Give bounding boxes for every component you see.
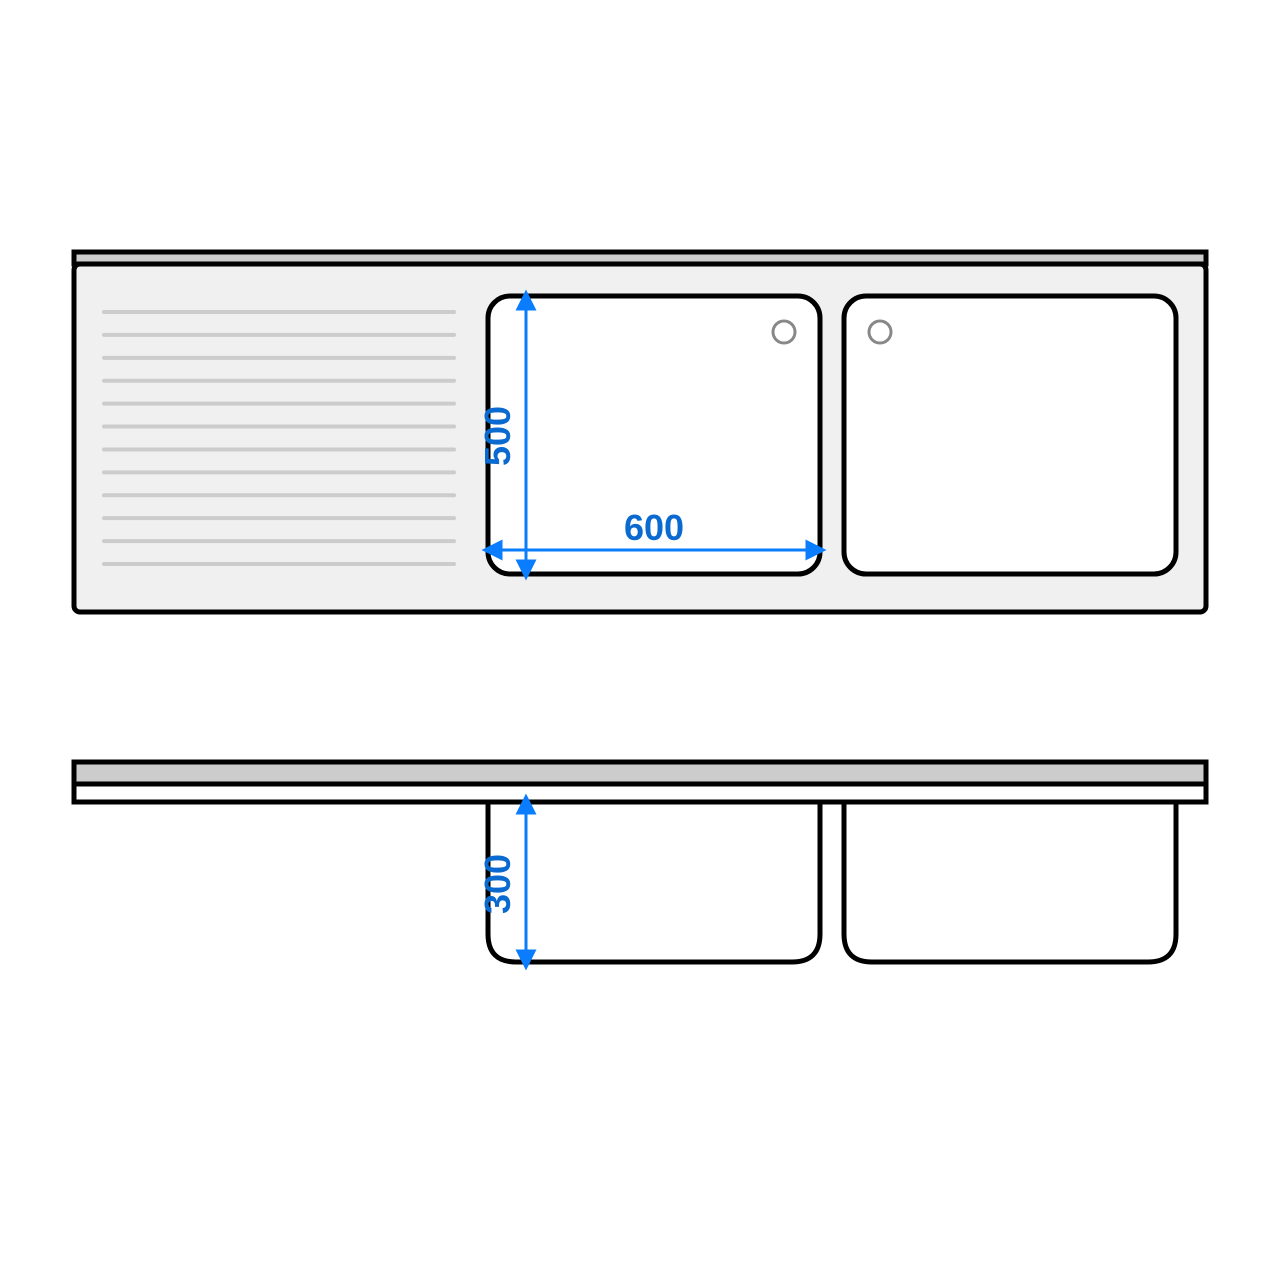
dimension-height-label: 500 bbox=[477, 406, 518, 466]
front-under-slab bbox=[74, 784, 1206, 802]
basin-outline bbox=[844, 296, 1176, 574]
front-top-slab bbox=[74, 762, 1206, 784]
top-view: 500 600 bbox=[74, 252, 1206, 612]
top-basin-2 bbox=[844, 296, 1176, 574]
dimension-depth-label: 300 bbox=[477, 854, 518, 914]
dimension-width-label: 600 bbox=[624, 507, 684, 548]
front-basin-2 bbox=[844, 802, 1176, 962]
front-view: 300 bbox=[74, 762, 1206, 962]
front-basin-1 bbox=[488, 802, 820, 962]
